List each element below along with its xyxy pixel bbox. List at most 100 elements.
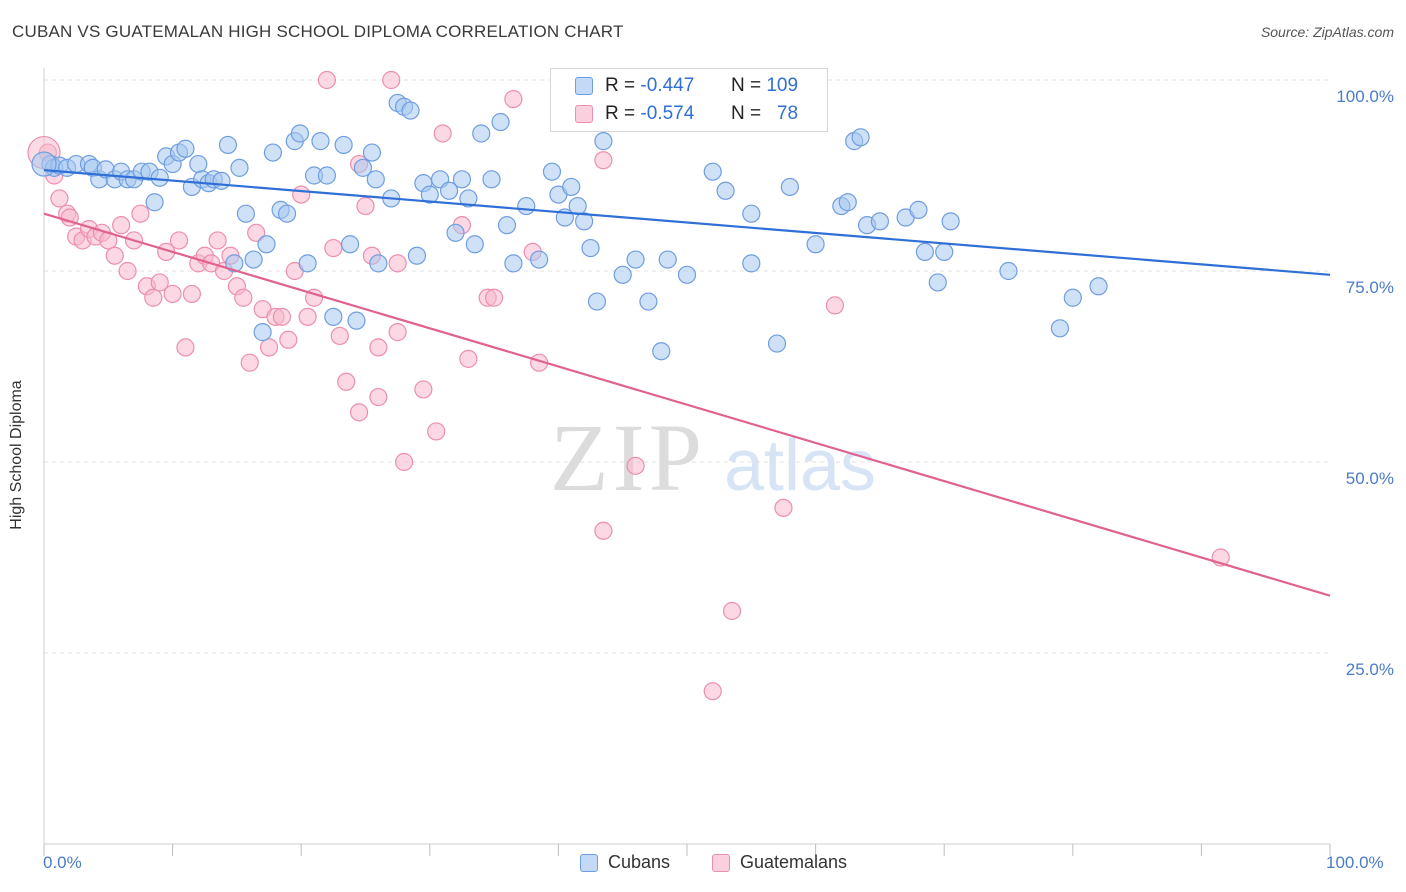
axis-layer <box>43 68 1331 856</box>
cubans-trend-line <box>43 169 1331 276</box>
cuban-point <box>298 254 317 273</box>
cubans-swatch <box>575 77 593 95</box>
guatemalan-point <box>240 353 259 372</box>
guatemalan-point <box>394 452 414 472</box>
guatemalan-point <box>298 307 317 326</box>
cuban-point <box>767 334 787 353</box>
legend-label-cubans: Cubans <box>608 852 671 872</box>
guatemalan-point <box>259 338 279 357</box>
cuban-point <box>482 170 501 189</box>
guatemalan-point <box>131 204 150 223</box>
x-tick-100: 100.0% <box>1326 853 1384 872</box>
guatemalan-point <box>324 238 343 258</box>
guatemalan-point <box>50 189 69 208</box>
n-label: N = <box>730 103 762 124</box>
cuban-point <box>742 204 761 223</box>
legend-item-guatemalans[interactable]: Guatemalans <box>712 852 847 873</box>
guatemalan-point <box>317 70 337 90</box>
cuban-point <box>703 162 722 181</box>
cuban-point <box>407 246 427 265</box>
cuban-point <box>1063 288 1082 307</box>
y-tick-100: 100.0% <box>1336 87 1394 106</box>
cuban-point <box>851 128 870 147</box>
cuban-point <box>230 158 249 177</box>
cuban-point <box>253 323 272 342</box>
trend-lines <box>43 169 1331 597</box>
cuban-point <box>870 212 890 231</box>
cuban-point <box>420 185 439 204</box>
guatemalan-point <box>485 288 504 307</box>
guatemalans-series <box>27 70 1230 701</box>
cuban-point <box>311 132 330 151</box>
cuban-point <box>806 235 825 254</box>
cuban-point-large <box>31 151 57 177</box>
cuban-point <box>150 168 169 187</box>
cuban-point <box>542 162 562 181</box>
cuban-point <box>658 250 677 269</box>
n-value-guatemalans: 78 <box>776 103 799 124</box>
guatemalan-point <box>722 601 742 621</box>
cuban-point <box>277 204 297 223</box>
guatemalan-point <box>594 151 613 170</box>
y-tick-75: 75.0% <box>1345 278 1394 297</box>
y-axis-label: High School Diploma <box>8 380 25 530</box>
guatemalan-point <box>150 273 169 292</box>
r-value-cubans: -0.447 <box>640 75 695 96</box>
cuban-point <box>244 250 263 269</box>
cuban-point <box>999 261 1018 281</box>
r-label: R = <box>605 103 636 124</box>
guatemalan-point <box>279 330 298 349</box>
guatemalan-point <box>169 231 189 250</box>
cuban-point <box>340 235 360 254</box>
chart-title: CUBAN VS GUATEMALAN HIGH SCHOOL DIPLOMA … <box>12 22 624 41</box>
y-tick-25: 25.0% <box>1345 660 1394 679</box>
cuban-point <box>472 124 491 143</box>
cuban-point <box>465 235 484 254</box>
cuban-point <box>439 181 459 200</box>
y-tick-50: 50.0% <box>1345 469 1394 488</box>
cuban-point <box>369 254 388 273</box>
guatemalan-point <box>433 124 452 143</box>
cuban-point <box>928 273 947 292</box>
guatemalan-point <box>504 89 523 109</box>
guatemalan-point <box>626 456 645 475</box>
cuban-point <box>915 242 935 261</box>
cuban-point <box>677 265 697 284</box>
guatemalan-point <box>594 521 613 540</box>
guatemalan-point <box>382 70 401 90</box>
cuban-point <box>236 204 256 223</box>
legend-label-guatemalans: Guatemalans <box>740 852 848 872</box>
cuban-point <box>317 166 337 185</box>
cuban-point <box>581 238 600 258</box>
cuban-point <box>353 158 373 177</box>
cuban-point <box>639 292 658 311</box>
cuban-point <box>491 112 510 132</box>
cuban-point <box>909 200 928 219</box>
guatemalan-point <box>272 307 292 326</box>
guatemalan-point <box>182 284 201 304</box>
cuban-point <box>189 154 208 174</box>
guatemalans-legend-swatch <box>712 853 730 872</box>
guatemalan-point <box>388 323 407 342</box>
legend-row-cubans: R = -0.447 N = 109 <box>575 73 798 99</box>
guatemalan-point <box>369 387 388 407</box>
cubans-legend-swatch <box>580 853 598 872</box>
guatemalan-point <box>414 380 433 399</box>
cuban-point <box>780 177 799 197</box>
cuban-point <box>1050 319 1070 338</box>
guatemalan-point <box>356 196 375 216</box>
legend-row-guatemalans: R = -0.574 N = 78 <box>575 101 798 127</box>
guatemalans-swatch <box>575 105 593 123</box>
guatemalan-point <box>118 261 137 281</box>
cuban-point <box>575 212 594 231</box>
guatemalan-point <box>105 246 124 265</box>
r-label: R = <box>605 75 636 96</box>
guatemalan-point <box>774 498 793 517</box>
guatemalan-point <box>247 223 266 242</box>
guatemalan-point <box>176 338 195 357</box>
cuban-point <box>594 132 613 151</box>
guatemalan-point <box>337 372 356 391</box>
legend-item-cubans[interactable]: Cubans <box>580 852 670 873</box>
cuban-point <box>446 223 465 242</box>
